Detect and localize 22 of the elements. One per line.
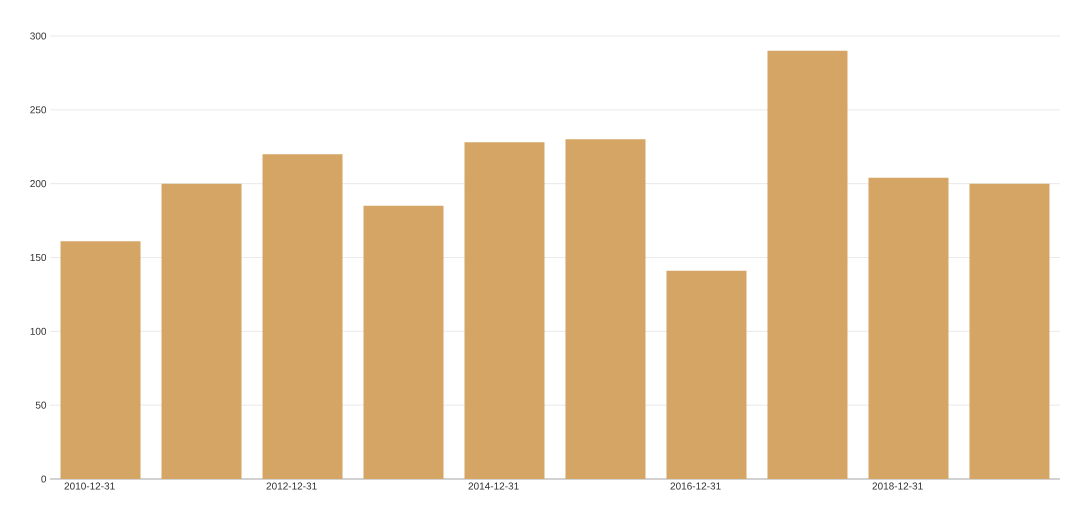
y-tick-label: 250 [30,106,47,114]
bar [363,205,444,479]
x-tick-label: 2010-12-31 [64,482,115,490]
x-tick-label: 2014-12-31 [468,482,519,490]
bar [161,183,242,479]
bar [868,177,949,479]
bar [767,50,848,479]
x-tick-label: 2016-12-31 [670,482,721,490]
y-tick-label: 200 [30,180,47,188]
x-tick-label: 2018-12-31 [872,482,923,490]
y-tick-label: 150 [30,253,47,262]
bar [262,154,343,479]
bar [60,241,141,479]
y-tick-label: 50 [35,401,47,409]
y-tick-label: 100 [30,327,47,335]
bar [666,270,747,479]
y-tick-label: 300 [30,32,47,40]
bar [969,183,1050,479]
y-tick-label: 0 [41,475,47,483]
bar [565,139,646,479]
bar [464,142,545,479]
x-tick-label: 2012-12-31 [266,482,317,490]
